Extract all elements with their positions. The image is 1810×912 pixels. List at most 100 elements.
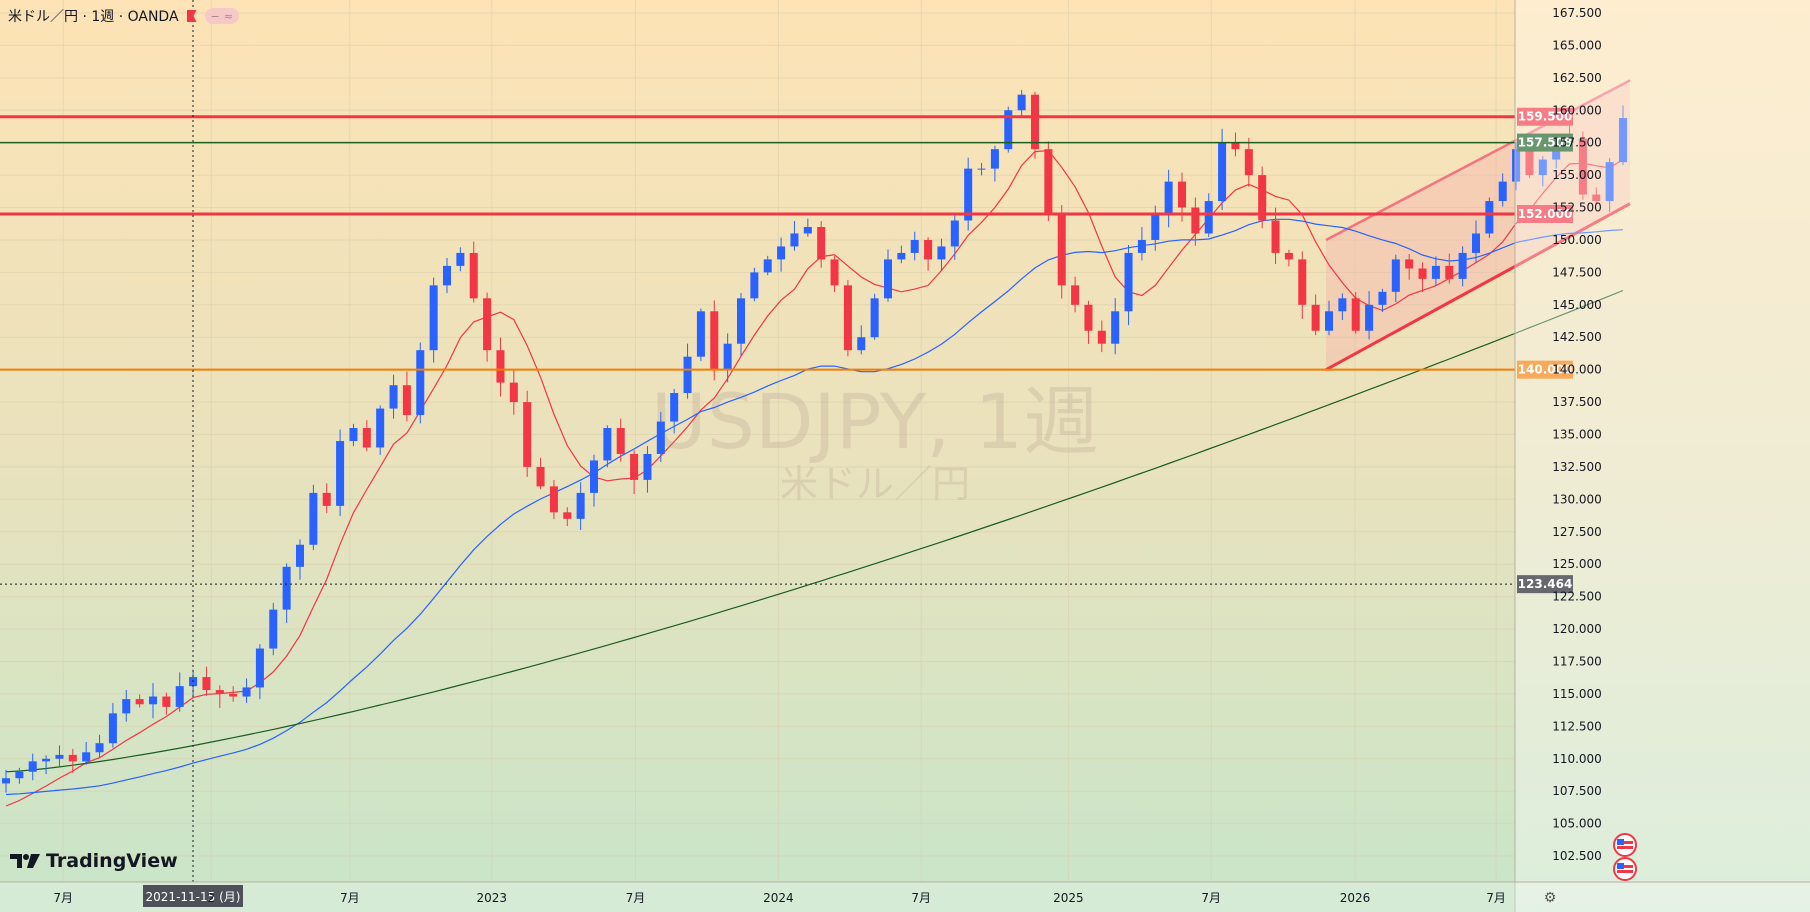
candle-body xyxy=(1405,259,1414,269)
price-tick-label: 145.000 xyxy=(1552,298,1602,312)
candle-body xyxy=(1445,265,1454,279)
candle-body xyxy=(1,778,11,784)
candle-body xyxy=(15,771,24,779)
candle-body xyxy=(456,252,465,266)
candle-body xyxy=(790,233,799,247)
time-tick-label: 7月 xyxy=(53,891,73,905)
candle-body xyxy=(42,758,51,762)
candle-body xyxy=(55,754,64,759)
price-axis[interactable]: 102.500 105.000 107.500 110.000 112.500 115.0… xyxy=(1514,0,1810,912)
candle-body xyxy=(1592,194,1601,202)
candle-body xyxy=(242,687,251,697)
candle-body xyxy=(416,350,425,416)
candle-body xyxy=(483,298,492,351)
candle-body xyxy=(777,246,786,260)
settings-gear-icon[interactable]: ⚙ xyxy=(1544,890,1557,906)
candle-body xyxy=(162,696,171,707)
candle-body xyxy=(924,239,933,260)
time-tick-label: 7月 xyxy=(1201,891,1221,905)
candle-body xyxy=(1338,298,1347,312)
price-tick-label: 105.000 xyxy=(1552,817,1602,831)
channel-lower-line xyxy=(1325,202,1631,371)
candle-body xyxy=(1071,285,1080,305)
candle-body xyxy=(1244,149,1253,176)
minus-icon: − xyxy=(210,9,220,23)
time-axis[interactable]: 7月 2 7月 2023 7月 2024 7月 2025 7月 2026 7月 ⚙ xyxy=(0,881,1810,912)
candle-body xyxy=(509,382,518,403)
price-tick-label: 132.500 xyxy=(1552,460,1602,474)
candle-body xyxy=(1044,149,1053,215)
candle-body xyxy=(1538,159,1547,176)
tradingview-logo[interactable]: TradingView xyxy=(10,850,178,872)
candle-body xyxy=(108,713,117,744)
price-tick-label: 165.000 xyxy=(1552,38,1602,52)
candle-body xyxy=(990,149,999,169)
flag-stripe xyxy=(1617,870,1633,873)
horizontal-levels[interactable]: 159.500 157.508 152.000 140.000 xyxy=(0,107,1573,379)
level-label: 157.508 xyxy=(1518,136,1573,150)
time-tick-label: 7月 xyxy=(911,891,931,905)
candle-body xyxy=(1471,233,1481,253)
candle-body xyxy=(322,492,331,506)
candle-body xyxy=(1485,201,1494,234)
candle-body xyxy=(389,385,398,409)
watermark-name: 米ドル／円 xyxy=(780,462,970,506)
candle-body xyxy=(1324,311,1334,331)
candle-body xyxy=(670,393,679,422)
price-tick-label: 152.500 xyxy=(1552,201,1602,215)
flag-icon[interactable] xyxy=(186,10,197,22)
candle-body xyxy=(523,402,532,467)
tradingview-logo-icon xyxy=(10,854,40,868)
status-pill[interactable]: − ≈ xyxy=(204,8,239,24)
candle-body xyxy=(1298,259,1307,305)
candle-body xyxy=(95,743,104,753)
candle-body xyxy=(977,168,986,170)
flag-canton xyxy=(1617,839,1624,845)
candle-body xyxy=(1017,94,1026,111)
candle-body xyxy=(937,246,946,260)
candle-body xyxy=(429,285,438,351)
candle-body xyxy=(1258,175,1267,221)
candle-body xyxy=(897,252,906,260)
price-tick-label: 102.500 xyxy=(1552,849,1602,863)
symbol-header: 米ドル／円 · 1週 · OANDA − ≈ xyxy=(8,6,239,26)
candle-body xyxy=(135,699,144,705)
event-icons[interactable] xyxy=(1613,833,1637,881)
price-tick-label: 142.500 xyxy=(1552,330,1602,344)
flag-stripe xyxy=(1617,865,1633,868)
candle-body xyxy=(1124,252,1133,312)
candle-body xyxy=(1365,304,1374,331)
price-tick-label: 107.500 xyxy=(1552,784,1602,798)
candle-body xyxy=(1512,149,1521,182)
candle-body xyxy=(255,648,264,688)
price-tick-label: 127.500 xyxy=(1552,525,1602,539)
crosshair-date-label: 2021-11-15 (月) xyxy=(146,890,241,904)
candle-body xyxy=(817,226,826,260)
candle-body xyxy=(1605,162,1614,202)
candle-body xyxy=(870,298,879,338)
candles xyxy=(1,89,1628,793)
candle-body xyxy=(442,265,452,286)
candle-body xyxy=(563,512,572,519)
candle-body xyxy=(1231,142,1240,150)
time-tick-label: 2026 xyxy=(1340,891,1371,905)
candle-body xyxy=(349,428,358,441)
candle-body xyxy=(950,220,959,247)
candle-body xyxy=(1311,304,1320,331)
candle-body xyxy=(576,492,585,519)
candle-body xyxy=(1525,149,1534,176)
candle-body xyxy=(1204,201,1213,234)
candle-body xyxy=(1618,118,1628,163)
candle-body xyxy=(536,466,545,487)
candle-body xyxy=(1137,239,1146,253)
candle-body xyxy=(1164,181,1173,215)
price-tick-label: 110.000 xyxy=(1552,752,1602,766)
candle-body xyxy=(1084,304,1093,331)
candle-body xyxy=(1191,207,1200,234)
price-tick-label: 150.000 xyxy=(1552,233,1602,247)
candle-body xyxy=(1418,268,1427,279)
candle-body xyxy=(1271,220,1280,253)
candle-body xyxy=(295,544,305,567)
